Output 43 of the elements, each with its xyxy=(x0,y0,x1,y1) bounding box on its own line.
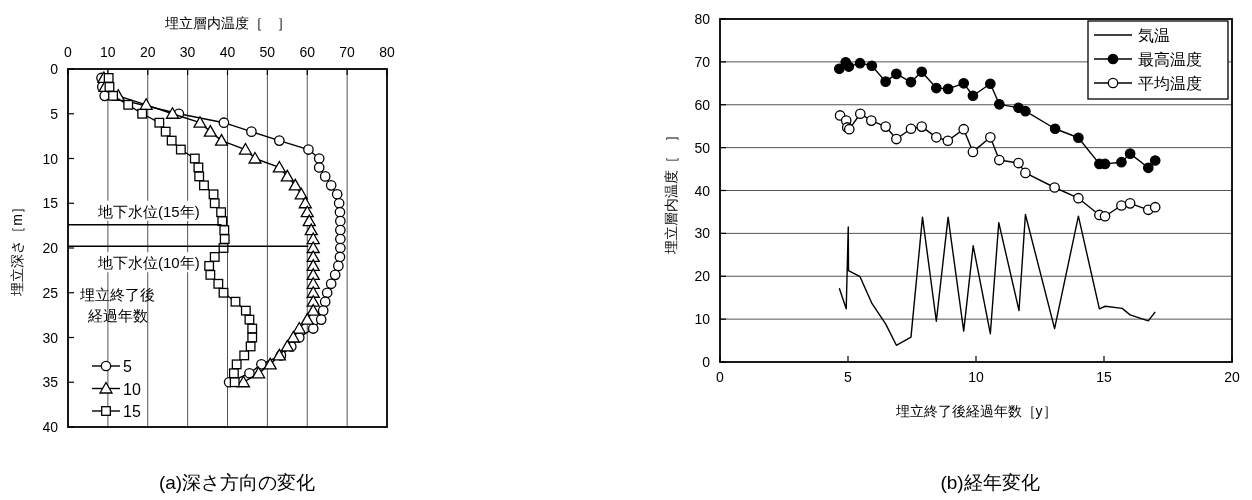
y-tick-label: 20 xyxy=(42,240,59,256)
legend-label: 15 xyxy=(123,403,141,420)
text: (a)深さ方向の変化 xyxy=(158,472,316,493)
y-axis-title: 埋立深さ［m］ xyxy=(9,200,25,297)
x-tick-label: 40 xyxy=(219,44,236,60)
legend-title: 埋立終了後経過年数 xyxy=(79,286,155,324)
x-tick-label: 80 xyxy=(379,44,395,60)
legend-label: 10 xyxy=(123,380,141,398)
y-tick-label: 60 xyxy=(694,96,711,113)
y-tick-label: 0 xyxy=(50,61,59,77)
x-tick-label: 70 xyxy=(339,44,356,60)
x-tick-label: 30 xyxy=(179,44,196,60)
x-tick-label: 0 xyxy=(716,369,725,385)
y-tick-label: 10 xyxy=(694,311,711,328)
legend-label: 平均温度 xyxy=(1138,75,1202,92)
x-tick-label: 10 xyxy=(968,369,984,385)
x-axis-title: 埋立層内温度［ ］ xyxy=(163,15,291,31)
y-tick-label: 40 xyxy=(694,182,711,199)
y-tick-label: 50 xyxy=(694,139,711,156)
y-tick-label: 25 xyxy=(42,284,59,301)
x-tick-label: 20 xyxy=(139,44,156,60)
y-tick-label: 15 xyxy=(42,195,59,212)
y-tick-label: 10 xyxy=(42,150,59,167)
y-axis-title: 埋立層内温度［ ］ xyxy=(663,127,679,255)
x-tick-label: 10 xyxy=(100,44,116,60)
legend-label: 気温 xyxy=(1138,27,1170,44)
y-tick-label: 0 xyxy=(702,354,711,370)
y-tick-label: 80 xyxy=(694,11,711,27)
x-tick-label: 5 xyxy=(844,369,853,385)
x-tick-label: 60 xyxy=(299,44,316,60)
x-tick-label: 0 xyxy=(64,44,73,60)
y-tick-label: 5 xyxy=(50,105,59,122)
y-tick-label: 30 xyxy=(694,225,711,242)
x-tick-label: 15 xyxy=(1096,369,1112,385)
x-tick-label: 50 xyxy=(259,44,276,60)
y-tick-label: 40 xyxy=(42,419,59,435)
y-tick-label: 30 xyxy=(42,329,59,346)
y-tick-label: 20 xyxy=(694,268,711,285)
text: (b)経年変化 xyxy=(940,472,1040,493)
legend-label: 最高温度 xyxy=(1138,51,1202,68)
x-tick-label: 20 xyxy=(1224,369,1240,385)
x-axis-title: 埋立終了後経過年数［y］ xyxy=(894,403,1057,419)
y-tick-label: 35 xyxy=(42,374,59,391)
